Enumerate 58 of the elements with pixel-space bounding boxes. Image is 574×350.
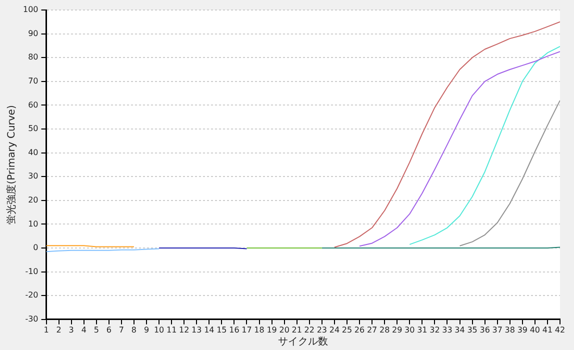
x-tick-label: 21 (292, 325, 302, 334)
x-tick-label: 19 (266, 325, 277, 334)
x-tick-label: 32 (430, 325, 440, 334)
x-tick-label: 30 (404, 325, 415, 334)
x-tick-label: 39 (517, 325, 528, 334)
x-tick-label: 37 (492, 325, 502, 334)
y-tick-label: 100 (22, 5, 38, 14)
x-tick-label: 3 (68, 325, 74, 334)
y-tick-label: -20 (25, 290, 38, 300)
y-tick-label: 10 (28, 219, 38, 228)
x-tick-label: 4 (81, 325, 86, 334)
x-tick-label: 5 (94, 325, 99, 334)
x-tick-label: 41 (542, 325, 553, 334)
y-tick-label: 30 (28, 172, 38, 181)
x-tick-label: 29 (392, 325, 402, 334)
y-axis-title: 蛍光強度(Primary Curve) (6, 105, 18, 224)
x-tick-label: 40 (530, 325, 540, 334)
y-tick-label: 20 (28, 195, 38, 204)
x-tick-label: 35 (467, 325, 478, 334)
x-tick-label: 42 (554, 325, 566, 334)
x-tick-label: 27 (366, 325, 378, 334)
x-tick-label: 34 (454, 325, 465, 334)
y-tick-label: 80 (28, 52, 38, 62)
x-tick-label: 24 (329, 325, 340, 334)
x-tick-label: 9 (144, 325, 150, 334)
x-tick-label: 23 (316, 325, 328, 334)
x-tick-label: 6 (106, 325, 112, 334)
x-tick-label: 18 (254, 325, 264, 334)
x-tick-label: 25 (342, 325, 352, 334)
y-tick-label: 40 (28, 148, 38, 157)
y-tick-label: -30 (25, 314, 38, 324)
y-tick-label: 60 (28, 100, 38, 110)
x-tick-label: 14 (204, 325, 214, 334)
x-tick-label: 16 (229, 325, 240, 334)
x-tick-label: 17 (242, 325, 252, 334)
x-tick-label: 22 (304, 325, 314, 334)
y-tick-label: -10 (25, 266, 38, 276)
x-tick-label: 1 (44, 325, 49, 334)
x-tick-label: 12 (179, 325, 190, 334)
x-axis-title: サイクル数 (278, 336, 328, 348)
x-tick-label: 10 (154, 325, 164, 334)
x-tick-label: 31 (417, 325, 428, 334)
x-tick-label: 38 (504, 325, 515, 334)
x-tick-label: 36 (480, 325, 490, 334)
y-tick-label: 70 (28, 76, 38, 86)
x-tick-label: 28 (379, 325, 390, 334)
y-tick-label: 0 (33, 243, 38, 252)
x-tick-label: 33 (442, 325, 452, 334)
x-tick-label: 7 (118, 325, 124, 334)
x-tick-label: 8 (131, 325, 137, 334)
x-tick-label: 2 (56, 325, 62, 334)
x-tick-label: 13 (192, 325, 202, 334)
x-tick-label: 11 (166, 325, 177, 334)
x-tick-label: 20 (279, 325, 290, 334)
x-tick-label: 26 (354, 325, 365, 334)
y-tick-label: 50 (28, 124, 38, 134)
y-tick-label: 90 (28, 28, 38, 38)
x-tick-label: 15 (216, 325, 227, 334)
